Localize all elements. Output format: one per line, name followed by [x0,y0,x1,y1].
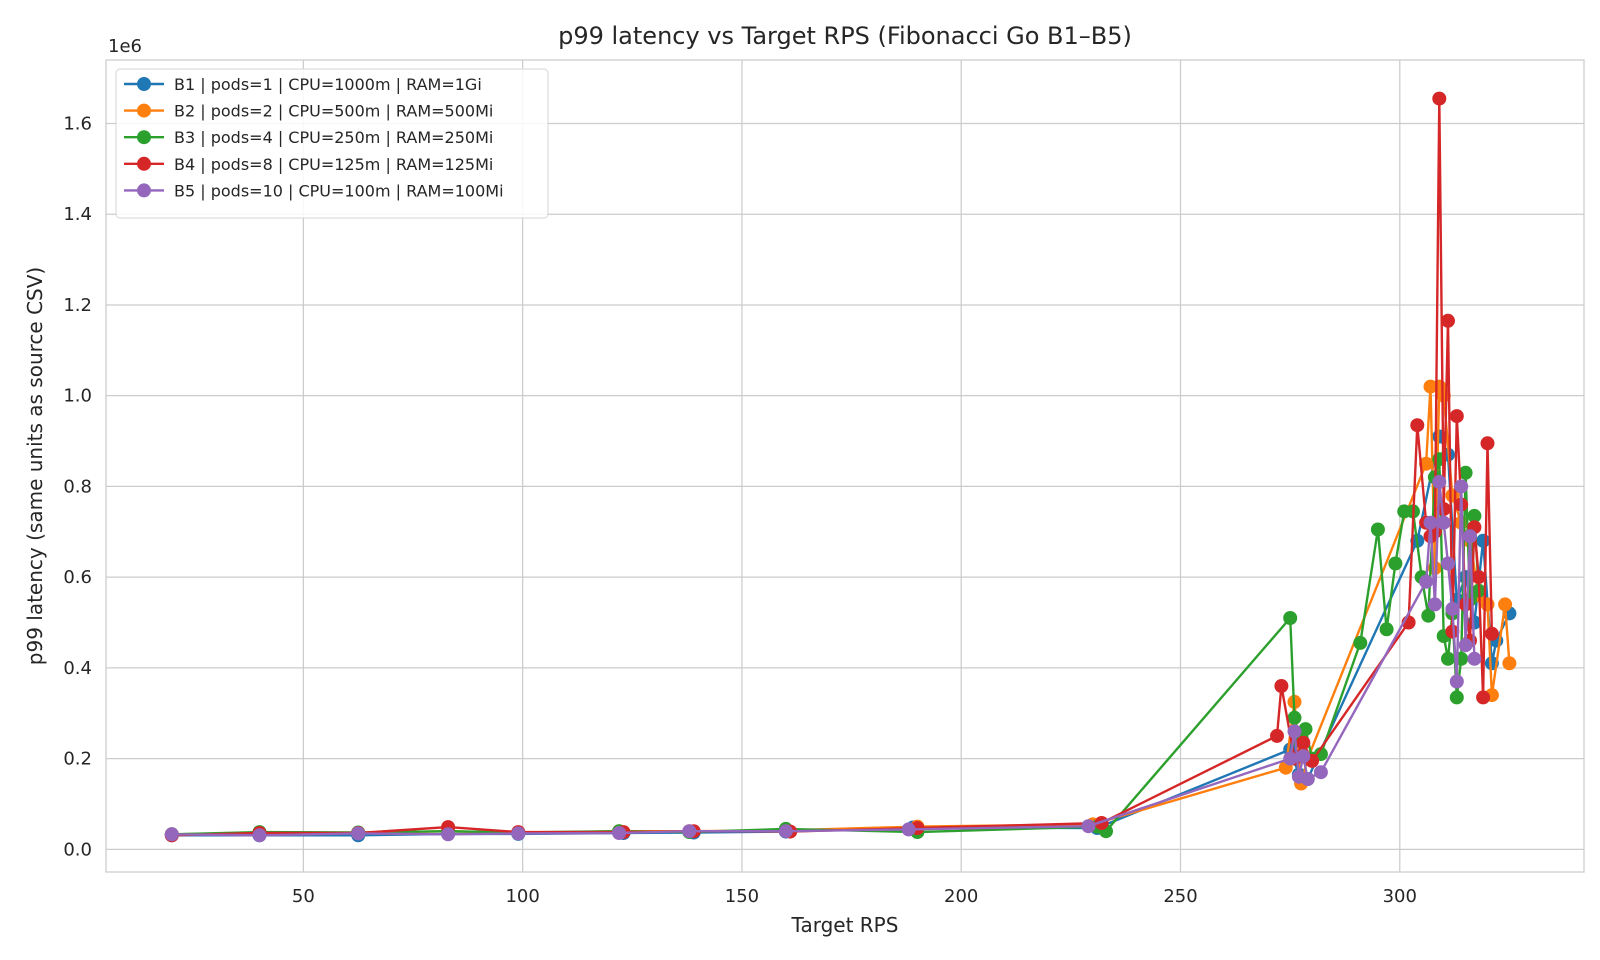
data-point [1463,529,1477,544]
data-point [164,827,179,842]
data-point [1436,515,1451,530]
data-point [1427,597,1442,612]
data-point [1388,556,1403,571]
legend-item: B4 | pods=8 | CPU=125m | RAM=125Mi [124,155,493,174]
y-tick-label: 0.8 [63,476,92,497]
data-point [1449,690,1464,705]
y-tick-label: 1.2 [63,295,92,316]
data-point [1467,651,1482,666]
legend-label: B2 | pods=2 | CPU=500m | RAM=500Mi [174,102,493,121]
y-tick-label: 0.4 [63,658,92,679]
legend-marker [137,103,151,118]
x-axis-label: Target RPS [791,913,899,937]
x-tick-label: 200 [944,886,978,907]
data-point [1432,91,1447,106]
x-tick-label: 150 [725,886,759,907]
y-tick-label: 0.2 [63,749,92,770]
data-point [1421,608,1436,623]
data-point [1441,313,1455,328]
legend-marker [137,77,151,91]
data-point [612,826,627,840]
ticks: 50 100 150 200 250 300 0.0 0.2 0.4 0.6 0.8 1.0 1.2 1.… [63,114,1417,907]
data-point [901,822,916,837]
legend-label: B4 | pods=8 | CPU=125m | RAM=125Mi [174,155,493,174]
data-point [1441,556,1455,571]
data-point [1498,597,1513,612]
data-point [1298,722,1313,737]
chart-title: p99 latency vs Target RPS (Fibonacci Go … [558,22,1132,50]
data-point [1081,819,1096,834]
data-point [1283,751,1298,766]
series-line [171,480,1476,837]
data-point [1449,674,1464,689]
data-point [1287,710,1302,725]
data-point [1454,479,1469,494]
data-point [351,826,366,841]
y-tick-label: 0.0 [63,839,92,860]
data-point [511,826,526,841]
data-point [1300,772,1315,786]
data-point [1484,626,1499,641]
legend-box [115,68,549,219]
legend-label: B1 | pods=1 | CPU=1000m | RAM=1Gi [174,75,482,94]
data-point [1274,679,1289,693]
legend-label: B5 | pods=10 | CPU=100m | RAM=100Mi [174,181,504,200]
legend-marker [137,156,151,171]
x-tick-label: 50 [292,886,315,907]
data-point [1445,601,1460,616]
data-point [682,824,697,839]
data-point [1410,418,1425,433]
legend-item: B5 | pods=10 | CPU=100m | RAM=100Mi [124,181,504,200]
data-point [1419,574,1434,589]
legend-item: B1 | pods=1 | CPU=1000m | RAM=1Gi [124,75,482,94]
series-layer [164,91,1517,843]
legend-label: B3 | pods=4 | CPU=250m | RAM=250Mi [174,128,493,147]
data-point [1432,474,1447,489]
data-point [1471,570,1486,585]
data-point [1480,436,1495,451]
data-point [1296,749,1311,764]
data-point [1476,690,1491,705]
data-point [1445,624,1460,639]
data-point [1370,522,1385,537]
data-point [441,827,456,842]
data-point [1379,622,1394,637]
data-point [1283,611,1298,625]
legend-item: B3 | pods=4 | CPU=250m | RAM=250Mi [124,128,493,147]
legend-marker [137,130,151,145]
data-point [1287,724,1302,739]
data-point [1476,533,1491,548]
x-tick-label: 250 [1163,886,1197,907]
legend-marker [137,183,151,198]
data-point [1436,502,1451,517]
data-point [1449,409,1464,424]
data-point [1458,638,1473,653]
data-point [1467,508,1482,523]
data-point [1270,728,1284,743]
y-tick-label: 1.6 [63,114,92,135]
y-tick-label: 0.6 [63,567,92,588]
y-tick-label: 1.0 [63,386,92,407]
data-point [1419,456,1434,471]
y-offset-label: 1e6 [108,36,142,57]
data-point [1313,765,1328,780]
data-point [1458,465,1473,480]
data-point [1296,735,1311,750]
legend: B1 | pods=1 | CPU=1000m | RAM=1Gi B2 | po… [115,68,549,219]
y-axis-label: p99 latency (same units as source CSV) [23,267,47,665]
x-tick-label: 100 [505,886,539,907]
x-tick-label: 300 [1383,886,1417,907]
legend-item: B2 | pods=2 | CPU=500m | RAM=500Mi [124,102,493,121]
series-b5 [164,474,1482,843]
grid [106,60,1584,872]
data-point [1502,656,1517,671]
data-point [1441,651,1455,666]
data-point [778,824,793,839]
data-point [1353,635,1368,650]
data-point [1423,515,1438,530]
y-tick-label: 1.4 [63,204,92,225]
data-point [252,828,267,843]
plot-frame [105,59,1585,873]
